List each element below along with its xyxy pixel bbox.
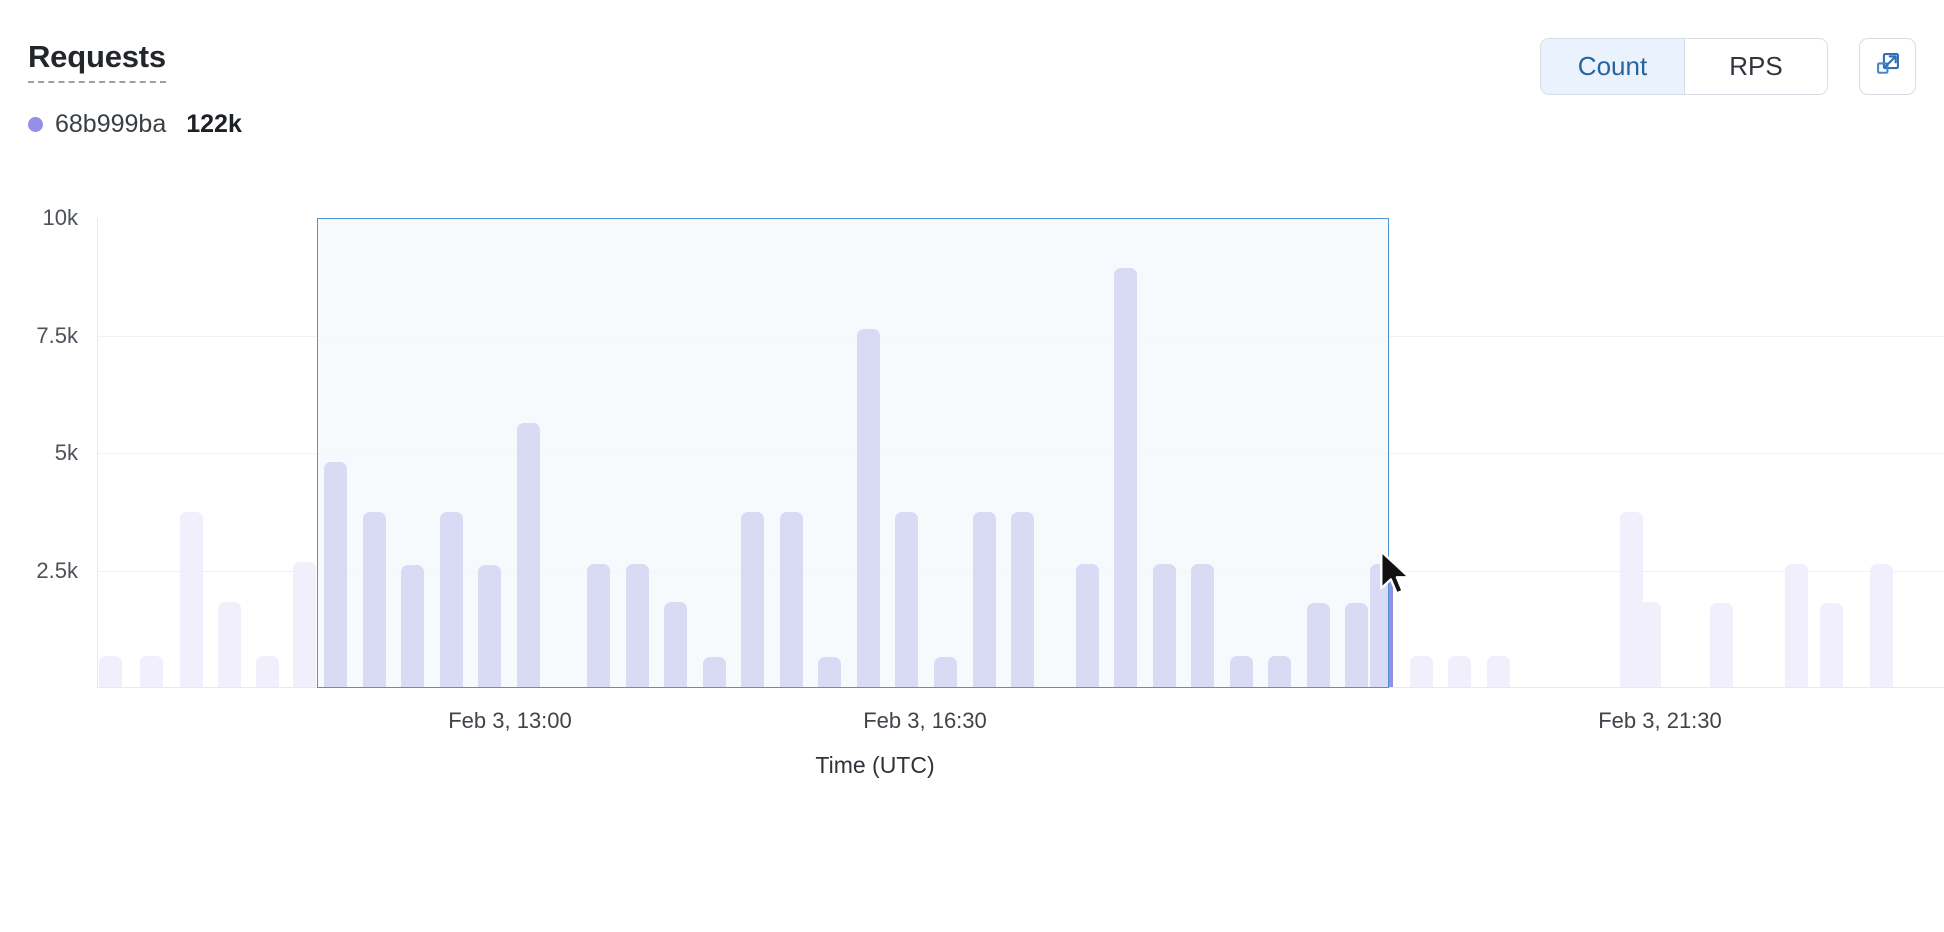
chart-bar[interactable]: [1619, 512, 1643, 687]
chart-bar[interactable]: [477, 564, 501, 687]
expand-diagonal-icon: [1874, 50, 1902, 83]
chart-bar[interactable]: [586, 563, 610, 687]
chart-bar[interactable]: [740, 512, 764, 687]
gridline: [98, 453, 1944, 454]
chart-bar[interactable]: [663, 602, 687, 687]
x-axis-tick-label: Feb 3, 13:00: [448, 708, 572, 733]
y-axis-tick-label: 7.5k: [36, 322, 78, 348]
chart-bar[interactable]: [1229, 656, 1253, 687]
chart-bar[interactable]: [1267, 656, 1291, 687]
chart-bar[interactable]: [1784, 563, 1808, 687]
toggle-option-rps[interactable]: RPS: [1684, 39, 1827, 94]
chart-legend[interactable]: 68b999ba 122k: [28, 110, 242, 139]
chart-bar[interactable]: [98, 656, 122, 687]
chart-bar[interactable]: [894, 512, 918, 687]
chart-bar[interactable]: [817, 656, 841, 687]
x-axis-tick-label: Feb 3, 21:30: [1598, 708, 1722, 733]
chart-bar[interactable]: [1409, 656, 1433, 687]
chart-bar[interactable]: [1152, 563, 1176, 687]
chart-bar[interactable]: [1190, 563, 1214, 687]
chart-bar[interactable]: [1486, 656, 1510, 687]
x-axis-tick-label: Feb 3, 16:30: [863, 708, 987, 733]
y-axis-tick-label: 5k: [54, 440, 78, 465]
chart-bar[interactable]: [972, 512, 996, 687]
chart-bar[interactable]: [933, 656, 957, 687]
gridline: [98, 335, 1944, 337]
chart-bar[interactable]: [1637, 602, 1661, 687]
plot-area[interactable]: [97, 218, 1944, 688]
chart-bar[interactable]: [1306, 602, 1330, 687]
chart-bar[interactable]: [400, 564, 424, 687]
legend-series-value: 122k: [186, 110, 242, 138]
metric-mode-toggle[interactable]: Count RPS: [1540, 38, 1828, 95]
chart-bar[interactable]: [362, 512, 386, 687]
page-title: Requests: [28, 40, 166, 83]
chart-bar[interactable]: [179, 512, 203, 687]
chart-bar[interactable]: [625, 563, 649, 687]
expand-button[interactable]: [1859, 38, 1916, 95]
legend-color-dot: [28, 117, 43, 132]
chart-bar[interactable]: [702, 656, 726, 687]
chart-bar[interactable]: [323, 462, 347, 687]
chart-bar[interactable]: [1447, 656, 1471, 687]
chart-area: 10k 7.5k 5k 2.5k Feb 3, 13:00 Feb 3, 16:30 Fe…: [0, 160, 1944, 932]
y-axis-tick-label: 10k: [42, 205, 78, 230]
chart-bar[interactable]: [856, 328, 880, 687]
chart-bar[interactable]: [779, 512, 803, 687]
x-axis-title: Time (UTC): [815, 752, 935, 778]
chart-bar[interactable]: [516, 422, 540, 687]
chart-bar[interactable]: [1344, 602, 1368, 687]
chart-bar[interactable]: [1010, 512, 1034, 687]
chart-bar[interactable]: [139, 656, 163, 687]
chart-bar[interactable]: [1113, 267, 1137, 687]
panel-header: Requests Count RPS: [0, 0, 1944, 110]
chart-bar[interactable]: [217, 602, 241, 687]
chart-bar[interactable]: [292, 562, 316, 687]
chart-bar[interactable]: [1869, 563, 1893, 687]
y-axis-tick-label: 2.5k: [36, 557, 78, 583]
legend-series-name: 68b999ba: [55, 110, 167, 138]
chart-bar[interactable]: [1709, 602, 1733, 687]
chart-bar[interactable]: [1369, 563, 1393, 687]
chart-bar[interactable]: [439, 512, 463, 687]
chart-bar[interactable]: [1075, 563, 1099, 687]
toggle-option-count[interactable]: Count: [1541, 39, 1684, 94]
chart-bar[interactable]: [1819, 602, 1843, 687]
chart-bar[interactable]: [255, 656, 279, 687]
